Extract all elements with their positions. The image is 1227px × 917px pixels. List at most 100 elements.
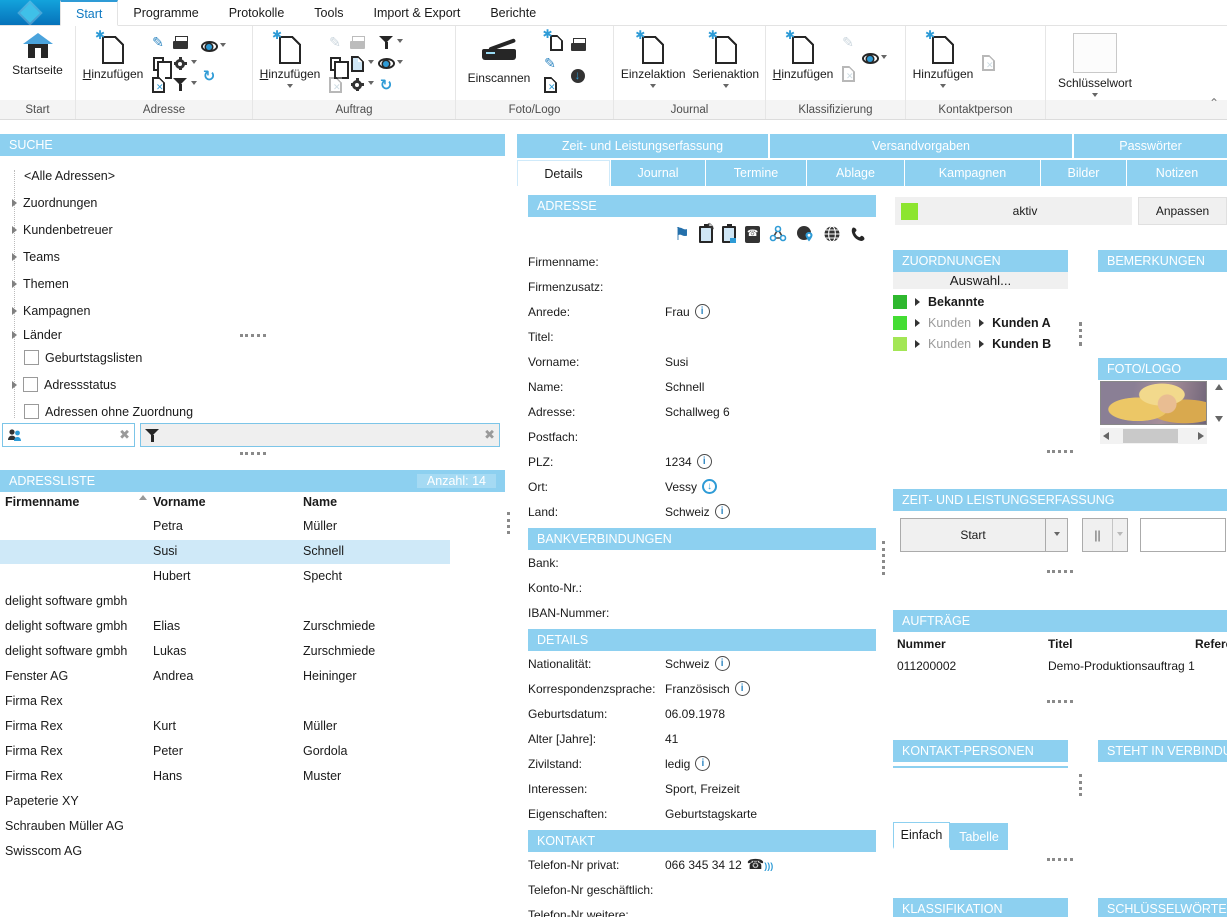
startseite-button[interactable]: Startseite xyxy=(5,28,71,100)
field-value[interactable]: Schallweg 6 xyxy=(665,404,730,419)
clipboard-save-icon[interactable] xyxy=(722,223,736,243)
phone-icon[interactable] xyxy=(850,225,869,244)
field-value[interactable]: Geburtstagskarte xyxy=(665,806,758,821)
down-circle-icon[interactable] xyxy=(702,479,718,494)
anpassen-button[interactable]: Anpassen xyxy=(1138,197,1227,225)
tree-item-laender[interactable]: Länder xyxy=(0,324,505,346)
gear-icon[interactable] xyxy=(347,76,367,93)
delete-document-icon[interactable] xyxy=(148,76,168,93)
expand-arrow-icon[interactable] xyxy=(12,380,17,389)
field-value[interactable]: Schweiz xyxy=(665,504,730,519)
adresse-hinzufuegen-button[interactable]: Hinzufügen xyxy=(80,28,146,100)
checkbox-icon[interactable] xyxy=(24,404,39,419)
timer-input[interactable] xyxy=(1140,518,1226,552)
info-icon[interactable] xyxy=(714,656,730,671)
scrollbar-thumb[interactable] xyxy=(1123,429,1178,443)
splitter-handle-vertical[interactable] xyxy=(507,512,510,537)
tab-journal[interactable]: Journal xyxy=(611,160,705,186)
edit-icon[interactable] xyxy=(148,34,168,51)
tab-passwoerter[interactable]: Passwörter xyxy=(1074,134,1227,158)
field-value[interactable]: Französisch xyxy=(665,681,750,696)
field-value[interactable]: Schnell xyxy=(665,379,705,394)
tab-kampagnen[interactable]: Kampagnen xyxy=(905,160,1040,186)
dropdown-icon[interactable] xyxy=(397,60,403,67)
table-row[interactable]: Firma Rex Kurt Müller xyxy=(0,715,505,740)
name-search-input[interactable] xyxy=(2,423,135,447)
tree-item-kampagnen[interactable]: Kampagnen xyxy=(0,297,505,324)
dropdown-icon[interactable] xyxy=(191,81,197,88)
table-row[interactable]: delight software gmbh Elias Zurschmiede xyxy=(0,615,505,640)
dropdown-icon[interactable] xyxy=(881,55,887,62)
table-row[interactable]: Petra Müller xyxy=(0,515,505,540)
tab-versandvorgaben[interactable]: Versandvorgaben xyxy=(770,134,1072,158)
splitter-handle-vertical[interactable] xyxy=(1079,774,1082,799)
phonebook-icon[interactable] xyxy=(745,225,760,243)
splitter-handle[interactable] xyxy=(0,334,505,337)
new-document-icon[interactable] xyxy=(543,27,566,51)
clear-icon[interactable] xyxy=(119,427,130,443)
expand-arrow-icon[interactable] xyxy=(12,225,17,234)
klassifizierung-hinzufuegen-button[interactable]: Hinzufügen xyxy=(770,28,836,100)
field-value[interactable]: Schweiz xyxy=(665,656,730,671)
checkbox-item-adressstatus[interactable]: Adressstatus xyxy=(0,371,193,398)
photo-vertical-scrollbar[interactable] xyxy=(1211,381,1227,425)
tree-item-teams[interactable]: Teams xyxy=(0,243,505,270)
tab-details[interactable]: Details xyxy=(517,160,610,186)
table-row[interactable]: Firma Rex Peter Gordola xyxy=(0,740,505,765)
table-row[interactable]: delight software gmbh Lukas Zurschmiede xyxy=(0,640,505,665)
expand-arrow-icon[interactable] xyxy=(915,339,920,348)
zuordnung-item[interactable]: Kunden Kunden B xyxy=(893,333,1093,354)
pause-timer-button[interactable]: || xyxy=(1082,518,1128,552)
schluesselwort-button[interactable]: Schlüsselwort xyxy=(1050,28,1140,100)
tab-tabelle[interactable]: Tabelle xyxy=(950,823,1008,850)
checkbox-item-adressen-ohne-zuordnung[interactable]: Adressen ohne Zuordnung xyxy=(0,398,193,425)
field-value[interactable]: 066 345 34 12))) xyxy=(665,856,773,873)
table-row[interactable]: Hubert Specht xyxy=(0,565,505,590)
expand-arrow-icon[interactable] xyxy=(979,318,985,327)
document-list-icon[interactable] xyxy=(347,55,367,72)
checkbox-icon[interactable] xyxy=(24,350,39,365)
dropdown-icon[interactable] xyxy=(368,81,374,88)
column-header-name[interactable]: Name xyxy=(303,495,338,509)
tab-notizen[interactable]: Notizen xyxy=(1127,160,1227,186)
tab-einfach[interactable]: Einfach xyxy=(893,822,950,849)
start-timer-button[interactable]: Start xyxy=(900,518,1068,552)
menu-tab-start[interactable]: Start xyxy=(60,0,119,26)
tree-item-kundenbetreuer[interactable]: Kundenbetreuer xyxy=(0,216,505,243)
table-row[interactable]: delight software gmbh xyxy=(0,590,505,615)
einzelaktion-button[interactable]: Einzelaktion xyxy=(618,28,689,100)
app-menu-button[interactable] xyxy=(0,0,60,25)
expand-arrow-icon[interactable] xyxy=(12,279,17,288)
auftrag-row[interactable]: 011200002 Demo-Produktionsauftrag 1 xyxy=(893,656,1227,678)
photo-horizontal-scrollbar[interactable] xyxy=(1100,428,1207,444)
ribbon-collapse-icon[interactable]: ⌃ xyxy=(1208,96,1219,110)
filter-icon[interactable] xyxy=(170,76,190,93)
serienaktion-button[interactable]: Serienaktion xyxy=(691,28,762,100)
column-header-nummer[interactable]: Nummer xyxy=(897,637,946,651)
auswahl-button[interactable]: Auswahl... xyxy=(893,272,1068,289)
menu-tab-import-export[interactable]: Import & Export xyxy=(373,5,461,20)
dropdown-icon[interactable] xyxy=(191,60,197,67)
refresh-icon[interactable] xyxy=(199,67,219,84)
tab-zeit-leistungserfassung[interactable]: Zeit- und Leistungserfassung xyxy=(517,134,768,158)
info-icon[interactable] xyxy=(695,756,711,771)
zuordnung-item[interactable]: Bekannte xyxy=(893,291,1093,312)
field-value[interactable]: 41 xyxy=(665,731,679,746)
tab-ablage[interactable]: Ablage xyxy=(807,160,904,186)
tree-item-zuordnungen[interactable]: Zuordnungen xyxy=(0,189,505,216)
dropdown-icon[interactable] xyxy=(1053,531,1060,539)
globe-upload-icon[interactable] xyxy=(568,67,588,84)
field-value[interactable]: Vessy xyxy=(665,479,718,494)
table-row[interactable]: Firma Rex Hans Muster xyxy=(0,765,505,790)
eye-icon[interactable] xyxy=(860,50,880,67)
contact-photo[interactable] xyxy=(1100,381,1207,425)
list-filter-input[interactable] xyxy=(140,423,500,447)
field-value[interactable]: 06.09.1978 xyxy=(665,706,726,721)
column-header-titel[interactable]: Titel xyxy=(1048,637,1073,651)
copy-icon[interactable] xyxy=(325,55,349,79)
expand-arrow-icon[interactable] xyxy=(12,306,17,315)
info-icon[interactable] xyxy=(714,504,730,519)
field-value[interactable]: Sport, Freizeit xyxy=(665,781,740,796)
dropdown-icon[interactable] xyxy=(397,39,403,46)
scroll-left-icon[interactable] xyxy=(1103,432,1109,440)
